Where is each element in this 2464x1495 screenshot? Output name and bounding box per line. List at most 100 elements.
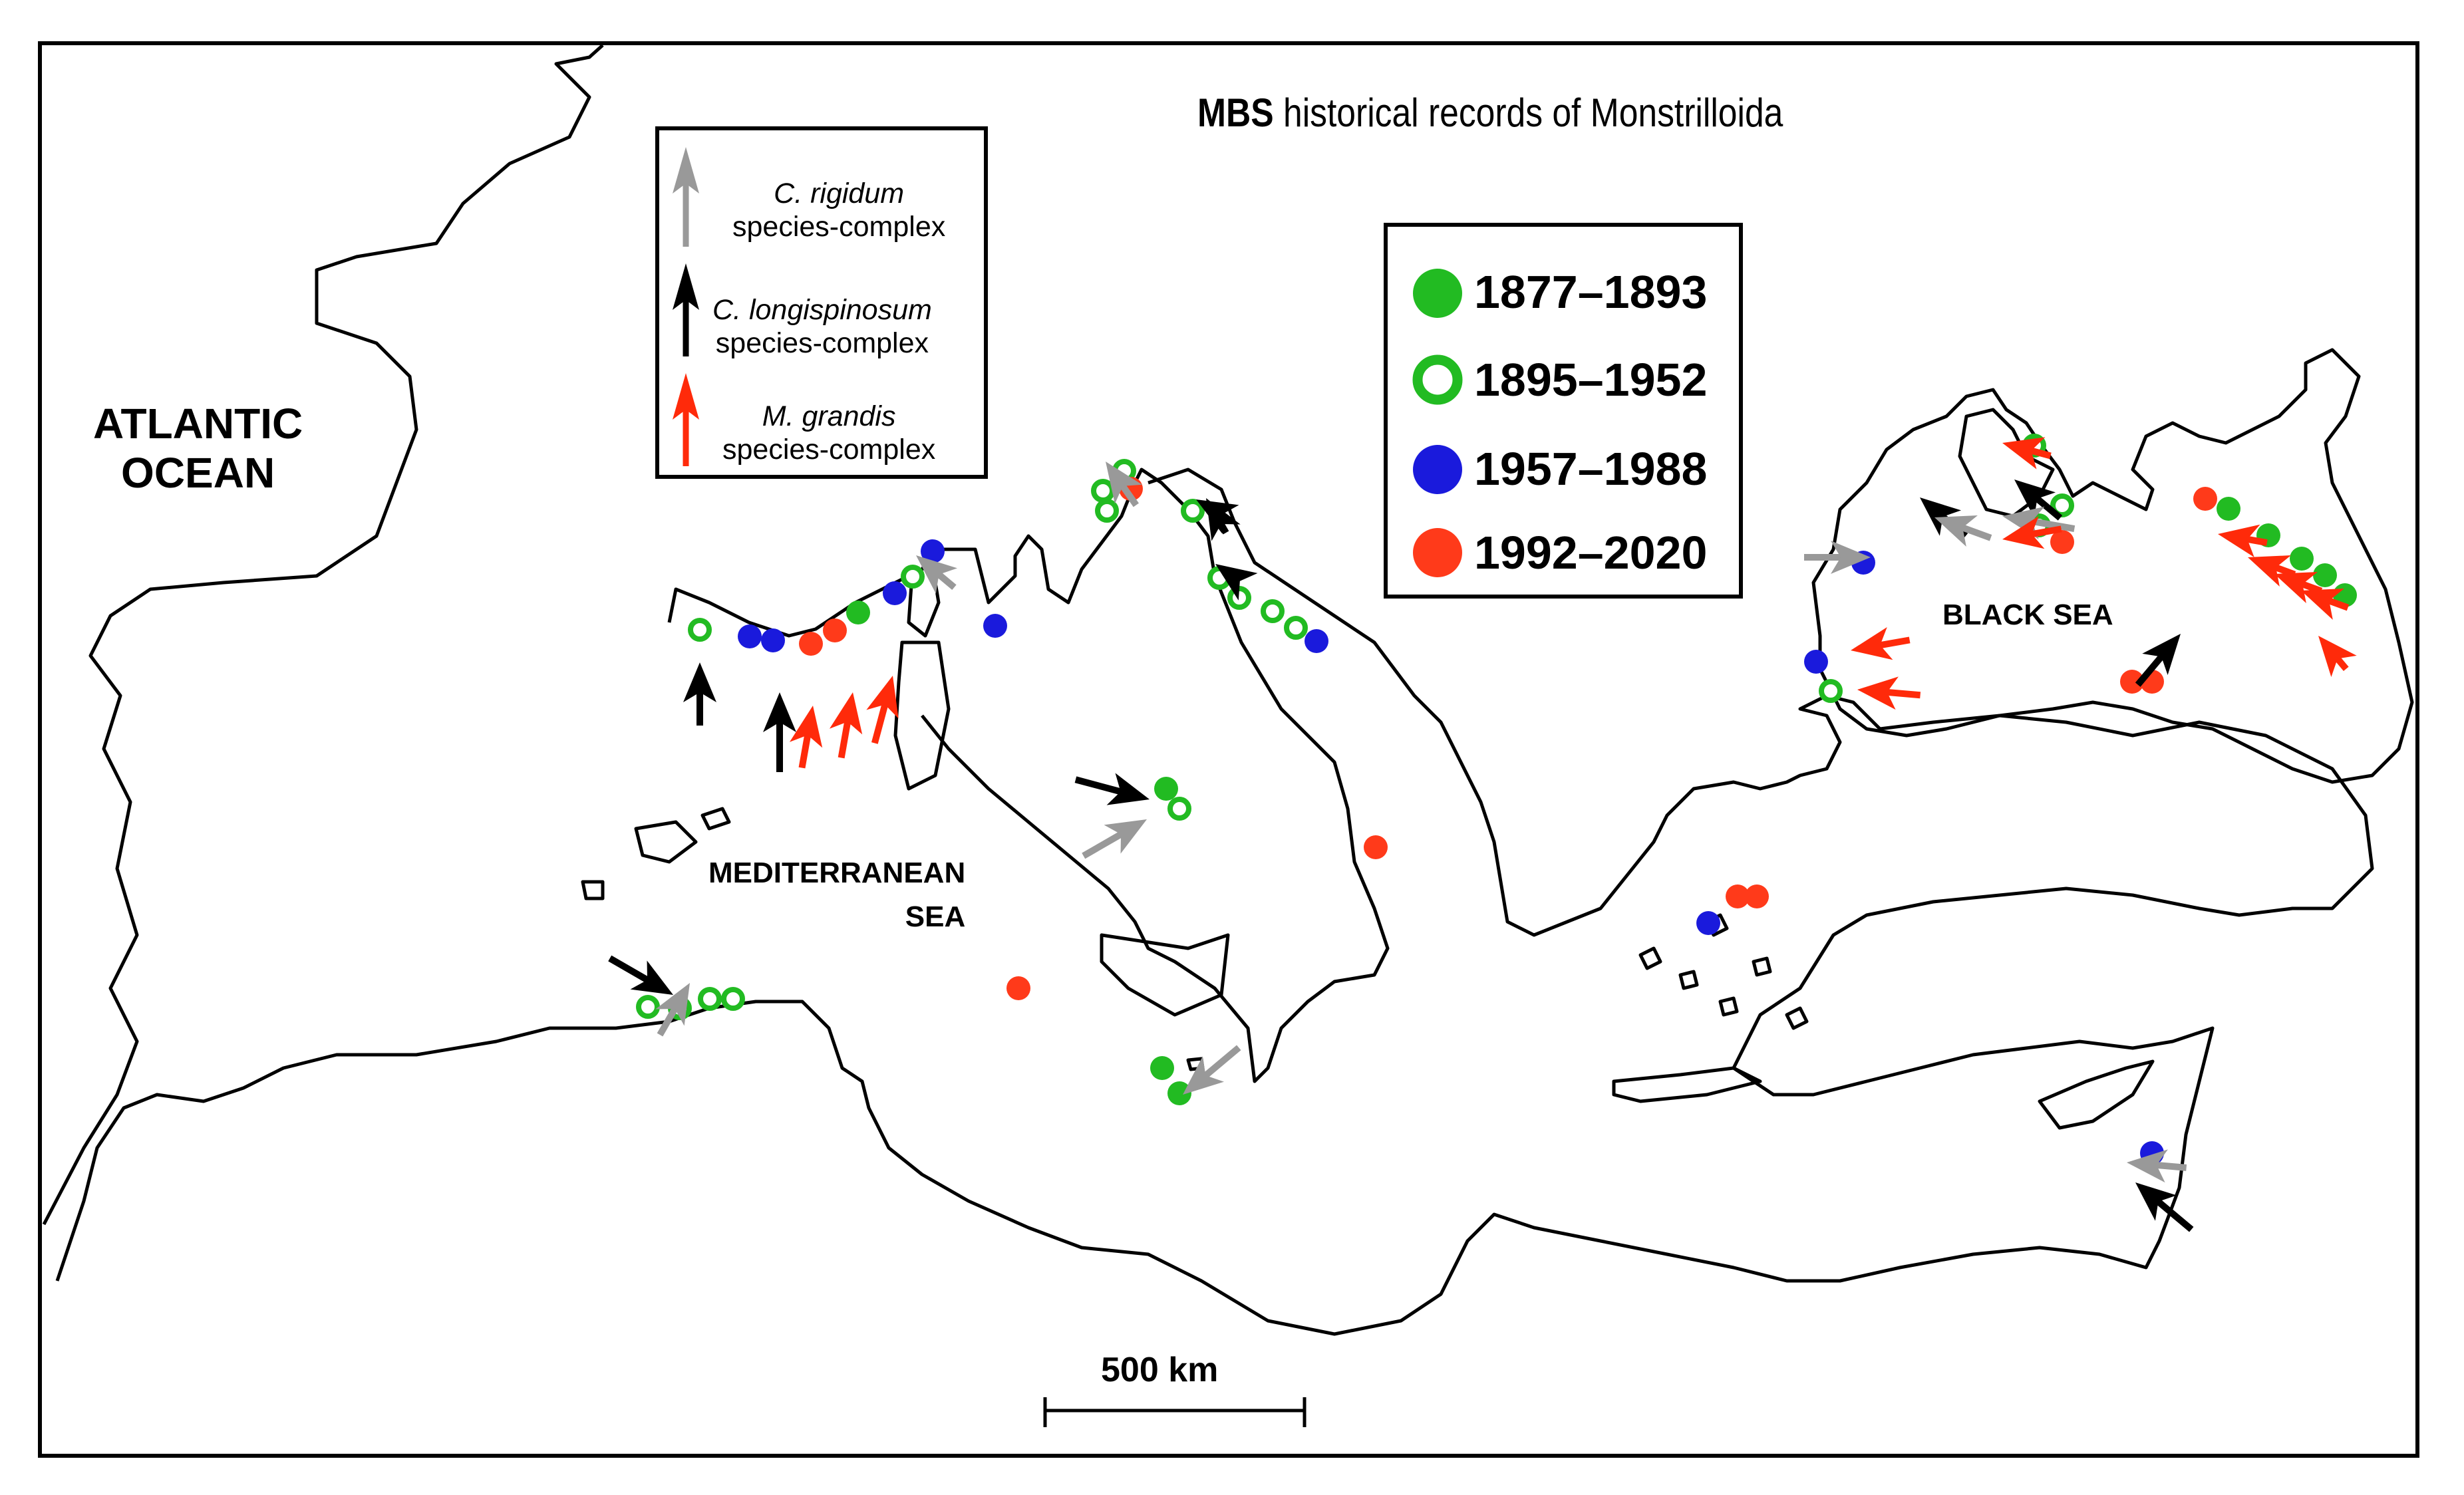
scale-label: 500 km — [1101, 1351, 1219, 1389]
record-dot-15 — [1181, 499, 1205, 523]
species-arrow-22 — [2002, 515, 2062, 549]
species-legend: C. rigidum species-complex C. longispino… — [655, 126, 988, 479]
period-legend: 1877–1893 1895–1952 1957–1988 1992–2020 — [1384, 223, 1743, 599]
period-marker-3 — [1413, 445, 1462, 494]
species-arrow-1 — [683, 662, 716, 726]
species-arrow-11 — [1074, 773, 1150, 805]
species-arrow-26 — [2274, 572, 2323, 604]
record-dot-21 — [1154, 777, 1178, 801]
record-dot-10 — [983, 614, 1007, 638]
balearic-minorca — [700, 807, 731, 831]
species-arrow-18 — [1934, 515, 1992, 547]
record-dot-8 — [901, 565, 925, 589]
record-dots — [636, 434, 2357, 1165]
species-arrow-16 — [1804, 541, 1871, 574]
record-dot-22 — [1167, 797, 1191, 821]
period-label-1: 1877–1893 — [1474, 266, 1708, 318]
species-arrow-7 — [1106, 462, 1142, 507]
map-frame — [38, 41, 2419, 1458]
species-arrow-12 — [1082, 819, 1147, 859]
period-label-3: 1957–1988 — [1474, 443, 1708, 495]
species-arrow-5 — [866, 676, 899, 744]
sardinia — [893, 640, 951, 791]
species-longispinosum: C. longispinosum species-complex — [712, 294, 932, 359]
period-label-4: 1992–2020 — [1474, 527, 1708, 579]
atlantic-ocean-label: ATLANTIC OCEAN — [93, 400, 303, 497]
record-dot-7 — [883, 581, 907, 605]
record-dot-18 — [1261, 599, 1285, 623]
period-marker-2 — [1412, 354, 1463, 405]
record-dot-33 — [1745, 884, 1769, 908]
record-dot-41 — [2193, 487, 2217, 511]
record-dot-45 — [2313, 563, 2337, 587]
period-marker-4 — [1413, 528, 1462, 577]
record-dot-42 — [2217, 497, 2240, 521]
black-sea-label: BLACK SEA — [1942, 599, 2113, 631]
record-dot-25 — [636, 995, 660, 1019]
species-arrow-15 — [1183, 1045, 1241, 1095]
species-rigidum: C. rigidum species-complex — [732, 178, 946, 243]
coastline-map — [42, 45, 2414, 1427]
species-arrow-19 — [2002, 437, 2052, 470]
record-dot-19 — [1284, 616, 1308, 640]
record-dot-6 — [846, 601, 870, 624]
record-dot-20 — [1305, 629, 1328, 653]
record-dot-5 — [823, 618, 847, 642]
title-text: historical records of Monstrilloida — [1283, 90, 1783, 135]
sicily — [1100, 933, 1230, 1017]
species-arrow-3 — [789, 706, 823, 769]
record-dot-3 — [761, 628, 785, 652]
record-dot-47 — [2120, 670, 2144, 694]
record-dot-32 — [1726, 884, 1750, 908]
species-arrow-28 — [2318, 636, 2357, 678]
crete — [1612, 1066, 1762, 1103]
species-arrow-23 — [2135, 634, 2181, 687]
species-legend-arrows — [673, 147, 699, 466]
legend-arrow-red — [673, 373, 699, 466]
species-grandis: M. grandis species-complex — [722, 400, 936, 466]
record-dot-44 — [2290, 547, 2314, 571]
period-marker-1 — [1413, 269, 1462, 318]
species-arrow-4 — [829, 692, 863, 759]
record-dot-4 — [799, 632, 823, 656]
species-arrow-14 — [655, 983, 690, 1037]
record-dot-14 — [1095, 499, 1119, 523]
species-arrow-6 — [916, 555, 958, 594]
record-dot-2 — [738, 624, 762, 648]
species-arrow-24 — [2218, 524, 2268, 558]
period-legend-markers — [1412, 269, 1463, 577]
record-dot-30 — [1167, 1081, 1191, 1105]
record-dot-39 — [1804, 650, 1828, 674]
species-arrow-30 — [1857, 676, 1921, 710]
mediterranean-sea-label: MEDITERRANEAN SEA — [708, 857, 966, 933]
species-arrow-13 — [608, 955, 673, 995]
record-dot-11 — [1091, 479, 1115, 503]
species-arrow-32 — [2135, 1182, 2194, 1232]
record-dot-9 — [921, 539, 945, 563]
title-abbrev: MBS — [1197, 90, 1274, 135]
species-arrow-10 — [1215, 564, 1258, 601]
aegean-islands — [1638, 913, 1809, 1030]
record-dot-28 — [721, 987, 745, 1011]
species-arrow-27 — [2301, 589, 2350, 620]
species-arrow-25 — [2248, 555, 2296, 587]
species-arrows — [608, 437, 2357, 1232]
record-dot-29 — [1150, 1056, 1174, 1080]
species-arrow-20 — [2014, 479, 2063, 521]
cyprus — [2038, 1059, 2155, 1130]
balearic-ibiza — [581, 880, 605, 900]
species-arrow-29 — [1851, 626, 1911, 660]
record-dot-31 — [1696, 911, 1720, 935]
legend-arrow-grey — [673, 147, 699, 247]
species-arrow-9 — [1196, 499, 1239, 534]
mainland-coast — [42, 45, 2374, 1336]
record-dot-37 — [2050, 493, 2074, 517]
species-arrow-2 — [763, 692, 796, 772]
record-dot-24 — [1006, 976, 1030, 1000]
record-dot-27 — [698, 987, 722, 1011]
record-dot-1 — [688, 618, 712, 642]
black-sea-coast — [1811, 348, 2414, 784]
record-dot-38 — [2050, 530, 2074, 554]
legend-arrow-black — [673, 263, 699, 356]
period-label-2: 1895–1952 — [1474, 354, 1708, 406]
